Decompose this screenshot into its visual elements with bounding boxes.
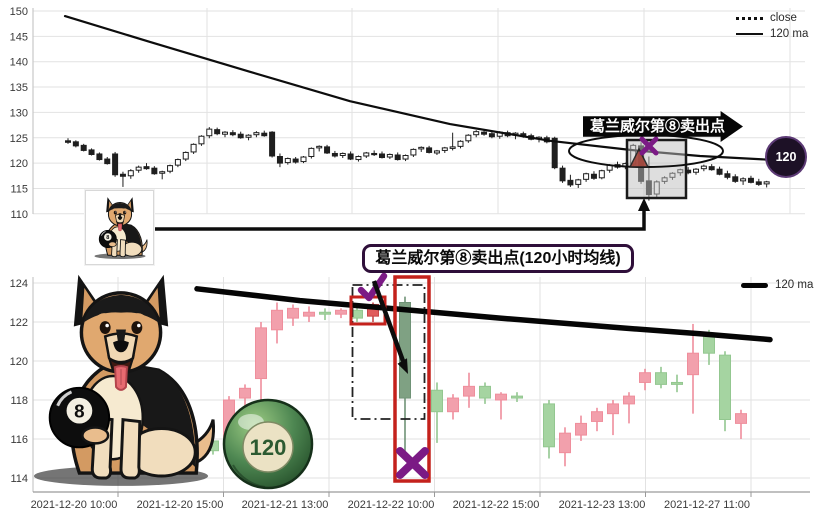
top-y-tick-label: 135: [10, 82, 28, 94]
bottom-x-tick-label: 2021-12-27 11:00: [664, 499, 750, 511]
top-y-tick-label: 140: [10, 57, 28, 69]
purple-check-marker: [357, 272, 388, 302]
top-highlight-box: [625, 138, 688, 200]
top-y-tick-label: 125: [10, 133, 28, 145]
top-y-tick-label: 130: [10, 107, 28, 119]
ball-120-number: 120: [250, 435, 287, 460]
top-y-tick-label: 115: [10, 183, 28, 195]
legend-120ma-label: 120 ma: [770, 28, 809, 40]
legend-item-120ma-bottom[interactable]: 120 ma: [741, 279, 813, 291]
german-shepherd-small-image: [91, 196, 149, 260]
bottom-x-tick-label: 2021-12-20 10:00: [31, 499, 118, 511]
bottom-x-tick-label: 2021-12-20 15:00: [137, 499, 224, 511]
close-line-sample-icon: [736, 16, 763, 20]
bottom-x-tick-label: 2021-12-23 13:00: [559, 499, 646, 511]
top-y-tick-label: 110: [10, 209, 28, 221]
legend-top: close 120 ma: [736, 12, 808, 40]
legend-bottom: 120 ma: [741, 279, 813, 291]
legend-close-label: close: [770, 12, 797, 24]
top-purple-x-marker: [639, 136, 659, 156]
bottom-y-tick-label: 114: [10, 473, 28, 485]
top-y-tick-label: 150: [10, 6, 28, 18]
bottom-y-tick-label: 122: [10, 317, 28, 329]
bottom-x-tick-label: 2021-12-21 13:00: [242, 499, 329, 511]
legend-item-120ma[interactable]: 120 ma: [736, 28, 808, 40]
billiard-ball-120-image: 120: [222, 398, 314, 490]
red-box-tall: [393, 275, 431, 483]
ma-120-badge: 120: [765, 136, 807, 178]
bottom-y-tick-label: 116: [10, 434, 28, 446]
ma-line-sample-icon: [736, 33, 763, 35]
sell-triangle-marker: [628, 147, 650, 168]
top-y-tick-label: 120: [10, 158, 28, 170]
sell-point-banner-detail: 葛兰威尔第⑧卖出点(120小时均线): [362, 244, 634, 273]
bottom-y-tick-label: 124: [10, 278, 28, 290]
ma-thick-line-sample-icon: [741, 282, 768, 288]
drop-arrow: [371, 280, 408, 374]
bottom-ma-line: [194, 286, 773, 343]
german-shepherd-large-image: [22, 271, 220, 489]
purple-x-marker: [396, 447, 429, 479]
connector-arrow: [152, 198, 650, 231]
dog-sticker-box: [85, 190, 154, 265]
ball-120-shade-arc: [232, 464, 266, 488]
top-panel-grid: 150 145 140 135 130 125 120 115 110: [10, 6, 805, 221]
legend-item-close[interactable]: close: [736, 12, 808, 24]
legend-120ma-bottom-label: 120 ma: [775, 279, 814, 291]
bottom-y-tick-label: 120: [10, 356, 28, 368]
dash-dot-box: [351, 284, 426, 420]
bottom-x-tick-label: 2021-12-22 10:00: [348, 499, 435, 511]
top-y-tick-label: 145: [10, 31, 28, 43]
ball-120-number-circle: [242, 421, 294, 473]
bottom-x-tick-label: 2021-12-22 15:00: [453, 499, 540, 511]
bottom-y-tick-label: 118: [10, 395, 28, 407]
